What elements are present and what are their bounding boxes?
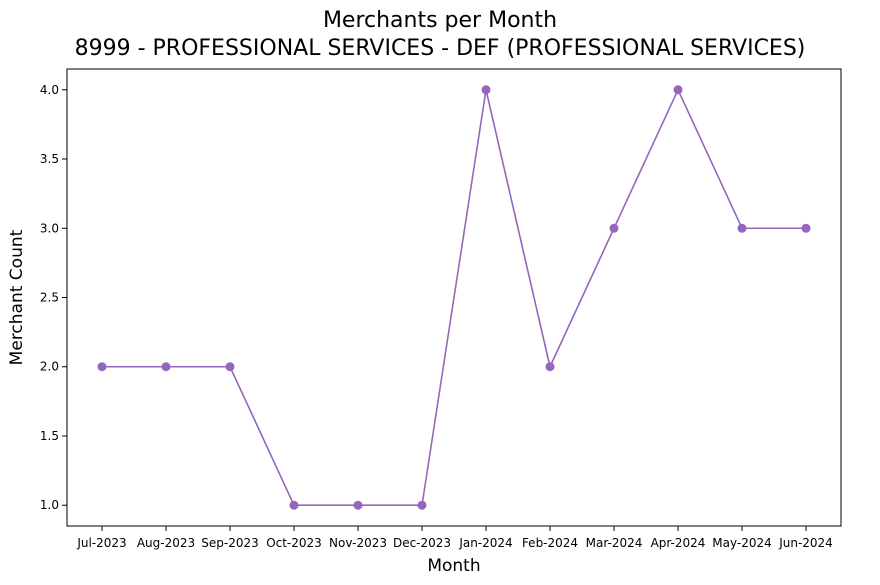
- data-point: [737, 223, 747, 233]
- x-tick-label: May-2024: [712, 536, 771, 550]
- data-point: [609, 223, 619, 233]
- series-layer: [97, 85, 811, 510]
- plot-frame: [66, 68, 842, 527]
- data-point: [353, 500, 363, 510]
- data-point: [225, 362, 235, 372]
- x-axis-label: Month: [427, 556, 480, 576]
- data-point: [289, 500, 299, 510]
- x-tick-label: Mar-2024: [586, 536, 643, 550]
- chart-title: Merchants per Month: [322, 8, 558, 33]
- x-tick-label: Dec-2023: [393, 536, 451, 550]
- y-tick-label: 3.0: [40, 221, 59, 235]
- data-point: [417, 500, 427, 510]
- x-tick-label: Feb-2024: [522, 536, 578, 550]
- y-tick-label: 4.0: [40, 83, 59, 97]
- x-tick-label: Sep-2023: [201, 536, 259, 550]
- data-point: [545, 362, 555, 372]
- x-tick-label: Jul-2023: [76, 536, 126, 550]
- data-point: [673, 85, 683, 95]
- data-point: [481, 85, 491, 95]
- x-tick-label: Oct-2023: [266, 536, 322, 550]
- y-tick-label: 3.5: [40, 152, 59, 166]
- x-tick-label: Jun-2024: [778, 536, 833, 550]
- data-point: [161, 362, 171, 372]
- y-tick-label: 2.0: [40, 360, 59, 374]
- y-axis-label: Merchant Count: [7, 229, 27, 365]
- x-tick-label: Jan-2024: [458, 536, 512, 550]
- x-tick-label: Apr-2024: [651, 536, 706, 550]
- series-line: [102, 87, 806, 507]
- y-axis: 1.0 1.5 2.0 2.5 3.0 3.5 4.0: [40, 83, 67, 512]
- data-point: [97, 362, 107, 372]
- y-tick-label: 1.5: [40, 429, 59, 443]
- x-axis: Jul-2023 Aug-2023 Sep-2023 Oct-2023 Nov-2023…: [76, 526, 833, 550]
- x-tick-label: Nov-2023: [329, 536, 387, 550]
- chart-subtitle: 8999 - PROFESSIONAL SERVICES - DEF (PROF…: [74, 36, 806, 61]
- x-tick-label: Aug-2023: [137, 536, 195, 550]
- data-point: [801, 223, 811, 233]
- y-tick-label: 2.5: [40, 291, 59, 305]
- y-tick-label: 1.0: [40, 498, 59, 512]
